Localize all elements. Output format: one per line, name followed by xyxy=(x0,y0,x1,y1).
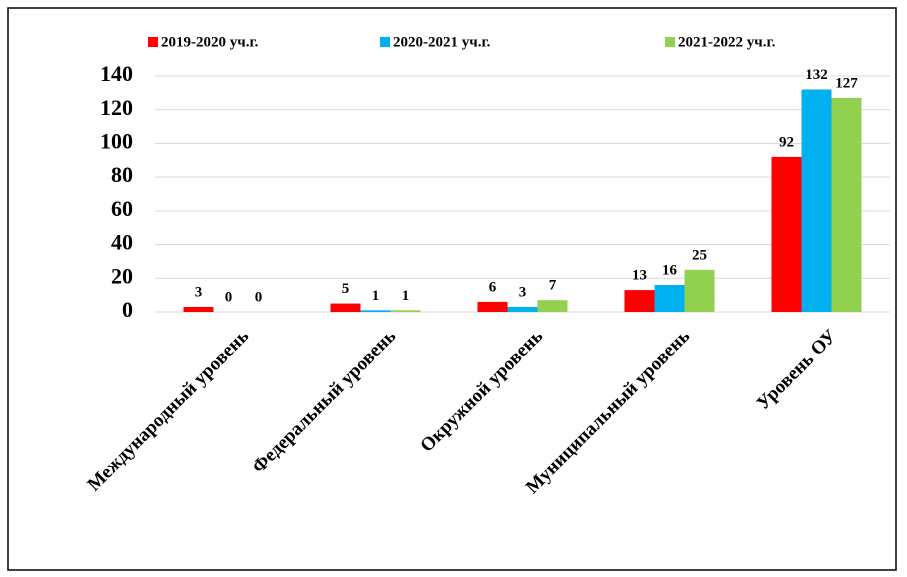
y-tick-label: 80 xyxy=(111,162,133,187)
y-tick-label: 0 xyxy=(122,297,133,322)
chart-frame xyxy=(7,7,897,571)
bar xyxy=(390,310,421,312)
y-tick-label: 100 xyxy=(100,128,133,153)
bar xyxy=(684,269,715,312)
bar xyxy=(537,300,568,312)
value-label: 13 xyxy=(632,268,647,284)
value-label: 0 xyxy=(225,289,233,305)
value-label: 1 xyxy=(402,288,410,304)
legend-swatch xyxy=(148,37,158,47)
value-label: 7 xyxy=(549,278,557,294)
bar xyxy=(183,306,214,312)
y-tick-label: 60 xyxy=(111,196,133,221)
bar xyxy=(801,89,832,312)
bar xyxy=(330,303,361,312)
value-label: 5 xyxy=(342,281,350,297)
y-tick-label: 40 xyxy=(111,230,133,255)
bar xyxy=(477,301,508,312)
bar xyxy=(360,310,391,312)
value-label: 1 xyxy=(372,288,380,304)
value-label: 6 xyxy=(489,279,497,295)
bar xyxy=(771,156,802,312)
legend-label: 2021-2022 уч.г. xyxy=(678,34,776,50)
value-label: 3 xyxy=(519,284,527,300)
bar xyxy=(507,306,538,312)
y-tick-label: 140 xyxy=(100,61,133,86)
value-label: 25 xyxy=(692,247,707,263)
bar xyxy=(624,290,655,312)
legend-swatch xyxy=(665,37,675,47)
bar xyxy=(654,285,685,312)
value-label: 132 xyxy=(805,67,828,83)
value-label: 3 xyxy=(195,284,203,300)
bar xyxy=(831,97,862,313)
y-tick-label: 120 xyxy=(100,95,133,120)
value-label: 92 xyxy=(779,134,794,150)
legend-swatch xyxy=(380,37,390,47)
value-label: 127 xyxy=(835,75,858,91)
y-tick-label: 20 xyxy=(111,263,133,288)
value-label: 16 xyxy=(662,262,678,278)
value-label: 0 xyxy=(255,289,263,305)
legend-label: 2020-2021 уч.г. xyxy=(393,34,491,50)
legend-label: 2019-2020 уч.г. xyxy=(161,34,259,50)
